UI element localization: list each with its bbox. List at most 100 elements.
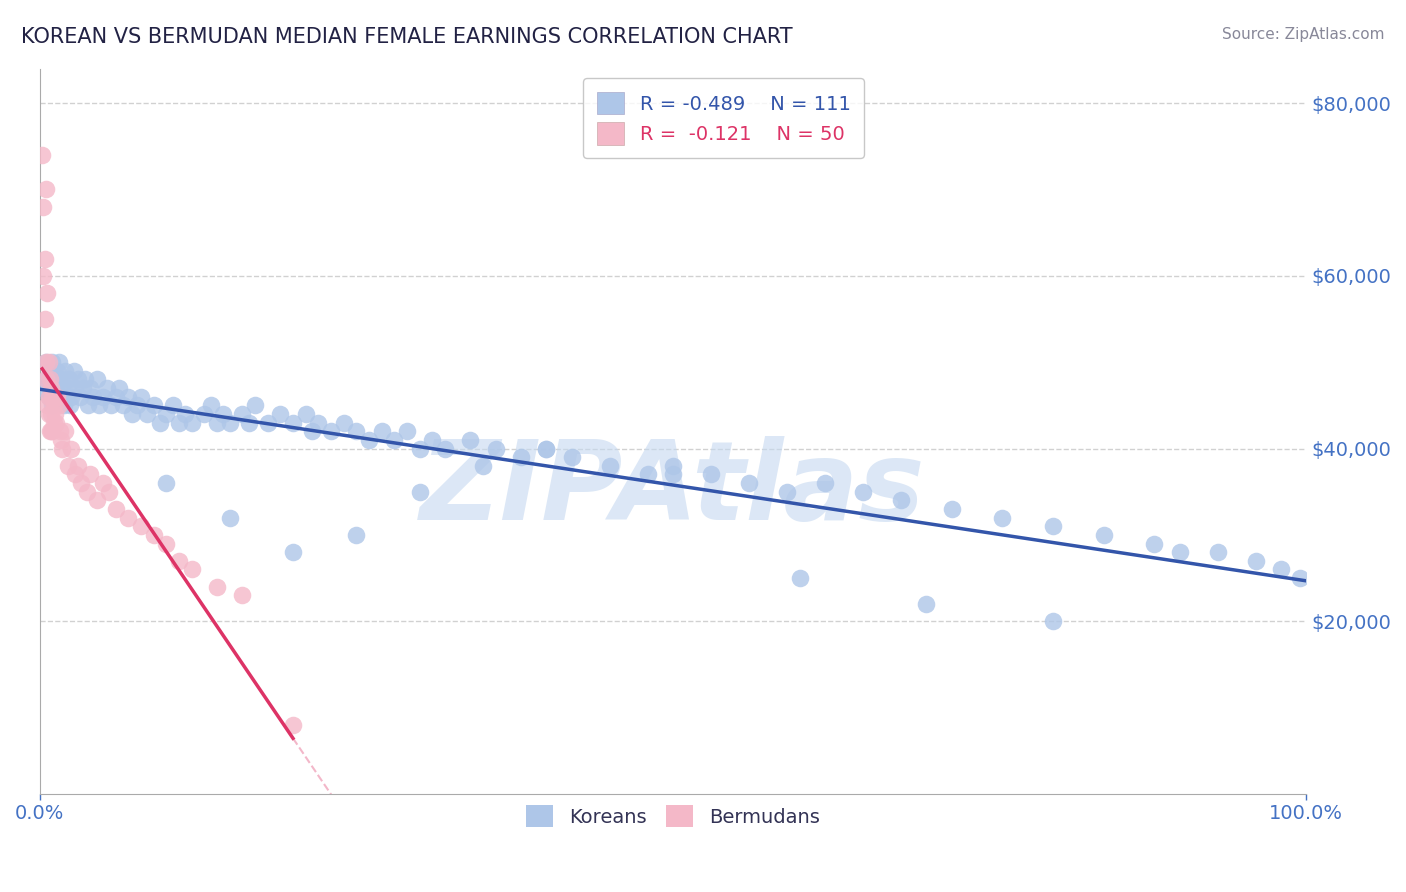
Point	[66, 458, 89, 473]
Point	[212, 407, 235, 421]
Point	[72, 381, 94, 395]
Point	[98, 484, 121, 499]
Point	[536, 442, 558, 456]
Point	[48, 355, 70, 369]
Point	[51, 372, 73, 386]
Point	[1143, 536, 1166, 550]
Point	[662, 458, 685, 473]
Point	[35, 355, 58, 369]
Point	[60, 390, 83, 404]
Point	[460, 433, 482, 447]
Point	[121, 407, 143, 421]
Point	[231, 407, 253, 421]
Text: ZIPAtlas: ZIPAtlas	[420, 436, 925, 543]
Point	[408, 484, 430, 499]
Point	[599, 458, 621, 473]
Point	[344, 528, 367, 542]
Point	[52, 398, 75, 412]
Point	[1244, 554, 1267, 568]
Point	[41, 398, 63, 412]
Point	[55, 390, 77, 404]
Point	[70, 476, 93, 491]
Point	[51, 381, 73, 395]
Point	[63, 467, 86, 482]
Point	[155, 476, 177, 491]
Point	[35, 182, 58, 196]
Point	[117, 510, 139, 524]
Point	[1206, 545, 1229, 559]
Point	[180, 562, 202, 576]
Point	[51, 433, 73, 447]
Point	[53, 424, 76, 438]
Point	[941, 502, 963, 516]
Point	[75, 372, 97, 386]
Point	[370, 424, 392, 438]
Point	[129, 519, 152, 533]
Point	[129, 390, 152, 404]
Point	[180, 416, 202, 430]
Point	[34, 312, 56, 326]
Point	[56, 381, 79, 395]
Point	[49, 424, 72, 438]
Point	[45, 381, 67, 395]
Point	[991, 510, 1014, 524]
Point	[86, 372, 108, 386]
Point	[79, 467, 101, 482]
Point	[56, 458, 79, 473]
Point	[89, 398, 111, 412]
Point	[82, 390, 104, 404]
Point	[357, 433, 380, 447]
Point	[205, 580, 228, 594]
Point	[38, 390, 60, 404]
Point	[408, 442, 430, 456]
Point	[776, 484, 799, 499]
Legend: Koreans, Bermudans: Koreans, Bermudans	[519, 797, 828, 835]
Point	[39, 381, 62, 395]
Point	[142, 398, 165, 412]
Point	[700, 467, 723, 482]
Point	[39, 424, 62, 438]
Point	[104, 502, 127, 516]
Point	[149, 416, 172, 430]
Point	[32, 381, 55, 395]
Point	[100, 398, 122, 412]
Point	[890, 493, 912, 508]
Point	[76, 484, 98, 499]
Point	[193, 407, 215, 421]
Point	[38, 355, 60, 369]
Text: Source: ZipAtlas.com: Source: ZipAtlas.com	[1222, 27, 1385, 42]
Point	[301, 424, 323, 438]
Point	[32, 268, 55, 283]
Point	[218, 510, 240, 524]
Point	[37, 286, 59, 301]
Point	[58, 372, 80, 386]
Point	[485, 442, 508, 456]
Point	[332, 416, 354, 430]
Point	[915, 597, 938, 611]
Point	[167, 416, 190, 430]
Point	[35, 355, 58, 369]
Point	[319, 424, 342, 438]
Point	[200, 398, 222, 412]
Point	[136, 407, 159, 421]
Point	[51, 442, 73, 456]
Point	[45, 416, 67, 430]
Point	[561, 450, 583, 465]
Point	[76, 398, 98, 412]
Point	[162, 398, 184, 412]
Point	[117, 390, 139, 404]
Point	[37, 372, 59, 386]
Point	[79, 381, 101, 395]
Point	[39, 407, 62, 421]
Point	[86, 493, 108, 508]
Point	[49, 390, 72, 404]
Point	[243, 398, 266, 412]
Point	[60, 442, 83, 456]
Point	[38, 390, 60, 404]
Point	[127, 398, 149, 412]
Point	[382, 433, 405, 447]
Point	[238, 416, 260, 430]
Point	[256, 416, 278, 430]
Point	[637, 467, 659, 482]
Text: KOREAN VS BERMUDAN MEDIAN FEMALE EARNINGS CORRELATION CHART: KOREAN VS BERMUDAN MEDIAN FEMALE EARNING…	[21, 27, 793, 46]
